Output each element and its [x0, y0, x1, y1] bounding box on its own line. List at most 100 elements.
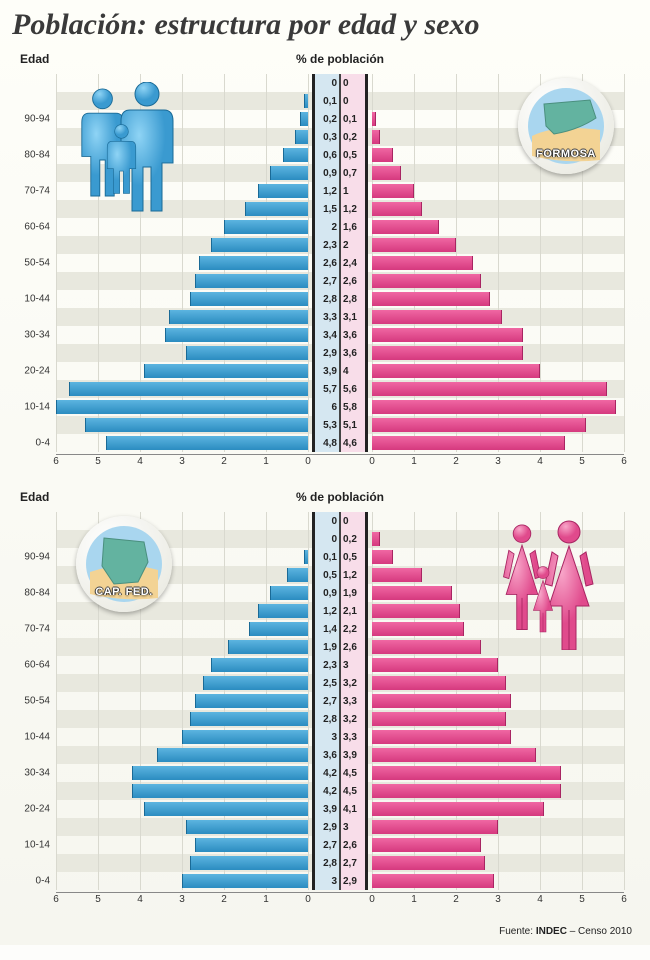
value-female: 2,2 — [341, 620, 365, 638]
x-axis-label: 0 — [305, 894, 311, 905]
value-female: 2,9 — [341, 872, 365, 890]
axis-label-edad: Edad — [20, 52, 49, 66]
value-male: 3,4 — [315, 326, 339, 344]
bar-female — [372, 400, 616, 414]
axis-label-pct: % de población — [290, 490, 390, 504]
bar-male — [211, 238, 308, 252]
x-axis-label: 1 — [411, 456, 417, 467]
x-axis-label: 2 — [221, 456, 227, 467]
region-name: CAP. FED. — [95, 586, 152, 598]
bar-male — [106, 436, 308, 450]
x-axis-label: 4 — [137, 894, 143, 905]
value-male: 0,9 — [315, 164, 339, 182]
bar-female — [372, 418, 586, 432]
bar-male — [295, 130, 308, 144]
bar-female — [372, 622, 464, 636]
value-female: 0,2 — [341, 128, 365, 146]
value-female: 3,3 — [341, 728, 365, 746]
bar-male — [287, 568, 308, 582]
bar-female — [372, 802, 544, 816]
y-axis-label: 30-34 — [24, 768, 50, 779]
bar-female — [372, 220, 439, 234]
value-male: 2,3 — [315, 656, 339, 674]
bar-female — [372, 766, 561, 780]
y-axis-label: 10-14 — [24, 402, 50, 413]
x-axis-label: 3 — [495, 456, 501, 467]
value-female: 2,4 — [341, 254, 365, 272]
bar-female — [372, 130, 380, 144]
bar-female — [372, 328, 523, 342]
value-male: 0 — [315, 512, 339, 530]
value-female: 0,2 — [341, 530, 365, 548]
x-axis-label: 5 — [579, 894, 585, 905]
bar-female — [372, 238, 456, 252]
bar-female — [372, 202, 422, 216]
bar-male — [169, 310, 308, 324]
x-axis-label: 6 — [53, 456, 59, 467]
x-axis-label: 5 — [95, 894, 101, 905]
value-male: 2,7 — [315, 692, 339, 710]
x-axis-label: 4 — [137, 456, 143, 467]
bar-male — [270, 166, 308, 180]
value-female: 0 — [341, 74, 365, 92]
y-axis-label: 90-94 — [24, 114, 50, 125]
value-female: 4,5 — [341, 782, 365, 800]
bar-female — [372, 274, 481, 288]
y-axis-label: 80-84 — [24, 150, 50, 161]
value-male: 3,9 — [315, 800, 339, 818]
bar-male — [258, 604, 308, 618]
value-male: 3,9 — [315, 362, 339, 380]
value-male: 3,6 — [315, 746, 339, 764]
bar-female — [372, 694, 511, 708]
value-male: 0,3 — [315, 128, 339, 146]
x-axis-label: 1 — [411, 894, 417, 905]
value-male: 4,2 — [315, 764, 339, 782]
y-axis-label: 20-24 — [24, 366, 50, 377]
y-axis-label: 50-54 — [24, 258, 50, 269]
y-axis-label: 20-24 — [24, 804, 50, 815]
bar-male — [157, 748, 308, 762]
value-female: 3,2 — [341, 710, 365, 728]
value-male: 4,8 — [315, 434, 339, 452]
x-axis-label: 3 — [179, 894, 185, 905]
x-axis-label: 1 — [263, 894, 269, 905]
bar-female — [372, 604, 460, 618]
value-female: 2,6 — [341, 638, 365, 656]
value-female: 2,6 — [341, 836, 365, 854]
value-female: 2,1 — [341, 602, 365, 620]
bar-male — [186, 346, 308, 360]
bar-male — [300, 112, 308, 126]
bar-male — [190, 712, 308, 726]
region-badge: FORMOSA — [518, 78, 614, 174]
value-female: 3,6 — [341, 326, 365, 344]
value-male: 3 — [315, 872, 339, 890]
bar-male — [132, 784, 308, 798]
x-axis-label: 6 — [53, 894, 59, 905]
y-axis-label: 80-84 — [24, 588, 50, 599]
bar-male — [249, 622, 308, 636]
value-female: 2 — [341, 236, 365, 254]
x-axis-label: 0 — [369, 894, 375, 905]
value-male: 2,8 — [315, 710, 339, 728]
bar-male — [144, 364, 308, 378]
region-name: FORMOSA — [536, 148, 596, 160]
bar-male — [199, 256, 308, 270]
x-axis-label: 4 — [537, 894, 543, 905]
value-female: 0,7 — [341, 164, 365, 182]
axis-label-edad: Edad — [20, 490, 49, 504]
bar-male — [190, 856, 308, 870]
bar-female — [372, 784, 561, 798]
bar-male — [144, 802, 308, 816]
bar-female — [372, 166, 401, 180]
bar-male — [190, 292, 308, 306]
x-axis-label: 5 — [95, 456, 101, 467]
value-male: 2,8 — [315, 290, 339, 308]
y-axis-label: 0-4 — [36, 438, 50, 449]
value-male: 2,9 — [315, 344, 339, 362]
value-male: 5,3 — [315, 416, 339, 434]
bar-male — [228, 640, 308, 654]
bar-female — [372, 532, 380, 546]
value-female: 3,1 — [341, 308, 365, 326]
value-female: 2,6 — [341, 272, 365, 290]
bar-female — [372, 568, 422, 582]
